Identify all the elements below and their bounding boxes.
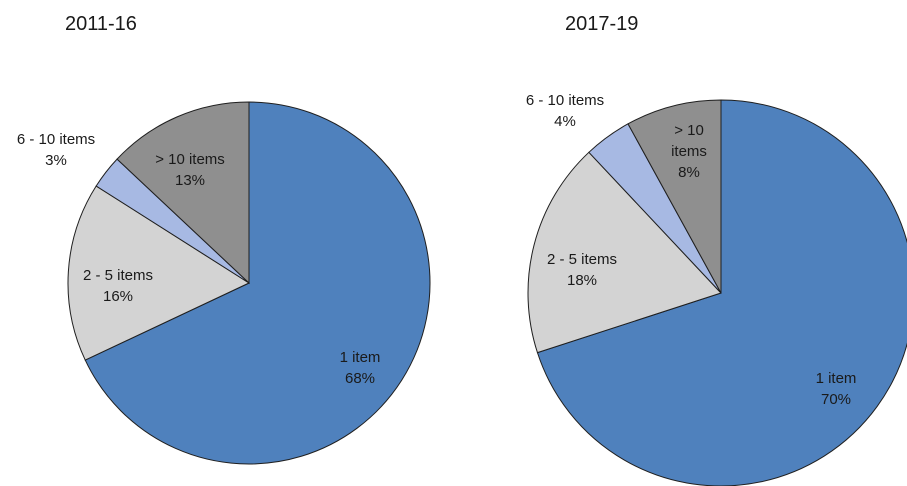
chart-title: 2017-19 bbox=[565, 13, 638, 35]
pie-chart-1: 2011-161 item 68%2 - 5 items 16%6 - 10 ite… bbox=[17, 13, 430, 464]
slice-label: 6 - 10 items 4% bbox=[526, 92, 604, 130]
chart-title: 2011-16 bbox=[65, 13, 137, 35]
pie-chart-2: 2017-191 item 70%2 - 5 items 18%6 - 10 ite… bbox=[526, 13, 907, 486]
slice-label: 6 - 10 items 3% bbox=[17, 131, 95, 169]
